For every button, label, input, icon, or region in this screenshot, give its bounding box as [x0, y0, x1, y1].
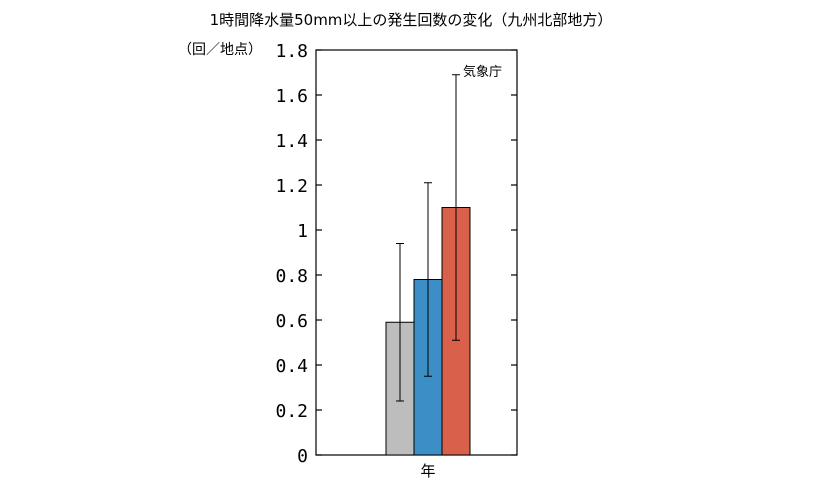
error-bar-group	[396, 74, 460, 402]
y-axis: 0 0.2 0.4 0.6 0.8 1 1.2 1.4 1.6 1.8	[275, 41, 517, 467]
y-tick-label: 1.8	[275, 41, 308, 62]
y-tick-label: 0	[297, 446, 308, 467]
y-tick-label: 1.6	[275, 86, 308, 107]
chart-title: 1時間降水量50mm以上の発生回数の変化（九州北部地方）	[210, 11, 613, 29]
source-annotation: 気象庁	[463, 64, 502, 80]
y-tick-label: 1.2	[275, 176, 308, 197]
y-tick-label: 0.4	[275, 356, 308, 377]
x-category-label: 年	[420, 462, 435, 480]
x-axis: 年	[420, 462, 435, 480]
y-tick-label: 0.8	[275, 266, 308, 287]
y-tick-label: 0.2	[275, 401, 308, 422]
y-tick-label: 0.6	[275, 311, 308, 332]
y-axis-label: （回／地点）	[178, 42, 262, 58]
y-tick-label: 1	[297, 221, 308, 242]
y-tick-label: 1.4	[275, 131, 308, 152]
